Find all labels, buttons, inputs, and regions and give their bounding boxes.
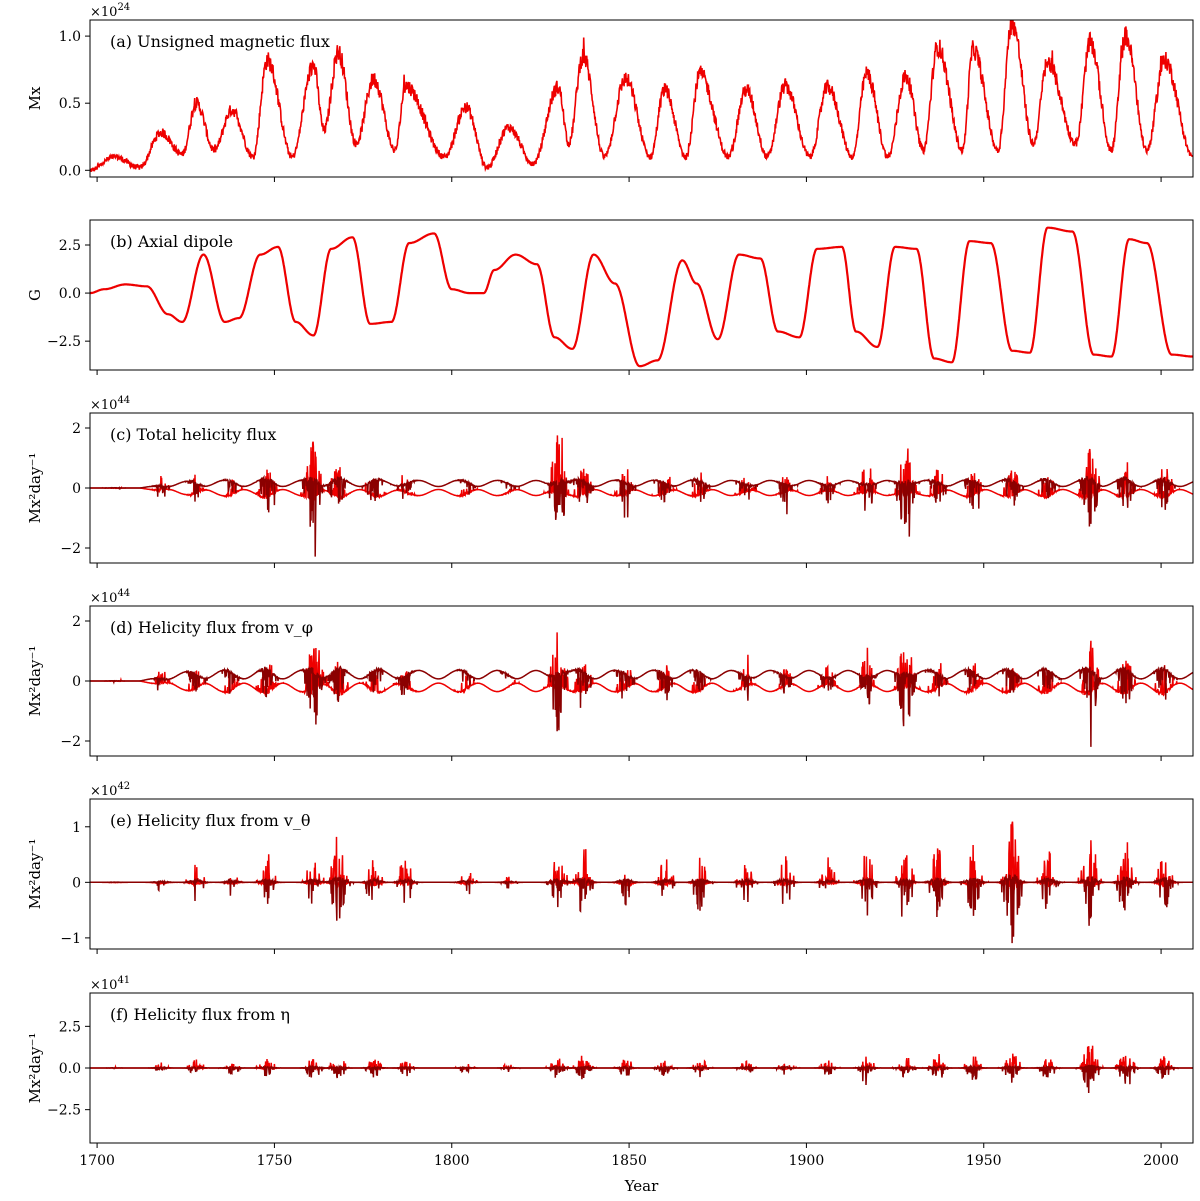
series-line-south-c (90, 474, 1193, 557)
panel-b: −2.5 0.0 2.5 (b) Axial dipole G (26, 219, 1194, 375)
x-tick-label: 1800 (434, 1153, 470, 1169)
multiplier-base: ×10 (90, 5, 117, 20)
axis-multiplier-f: ×1041 (90, 975, 130, 993)
y-axis-label-e: Mx²day⁻¹ (26, 839, 44, 910)
panel-title-f: (f) Helicity flux from η (110, 1005, 290, 1024)
panel-title-a: (a) Unsigned magnetic flux (110, 32, 330, 51)
y-tick-label-d: −2 (60, 734, 81, 750)
y-tick-label-b: 2.5 (59, 238, 81, 254)
y-tick-label-e: 1 (72, 820, 81, 836)
y-axis-label-d: Mx²day⁻¹ (26, 646, 44, 717)
series-line-south-f (90, 1063, 1193, 1094)
axis-multiplier-a: ×1024 (90, 2, 130, 20)
series-line-south-e (90, 874, 1193, 944)
series-line-north-d (90, 632, 1193, 697)
panel-f: −2.5 0.0 2.5 1700 1750 1800 1850 1900 1950 2000 ×1… (26, 975, 1194, 1169)
y-axis-label-b: G (26, 289, 44, 301)
y-tick-label-b: 0.0 (59, 286, 81, 302)
panel-c: −2 0 2 ×1044 (c) Total helicity flux Mx²day⁻¹ (26, 395, 1194, 568)
y-tick-label-a: 0.5 (59, 96, 81, 112)
y-tick-label-a: 0.0 (59, 163, 81, 179)
y-axis-label-f: Mx²day⁻¹ (26, 1033, 44, 1104)
plot-area-c (90, 435, 1193, 557)
multiplier-exponent: 42 (117, 781, 130, 792)
panel-e: −1 0 1 ×1042 (e) Helicity flux from v_θ Mx²da… (26, 781, 1194, 954)
axes-frame-a (89, 19, 1194, 178)
panel-d: −2 0 2 ×1044 (d) Helicity flux from v_φ Mx²da… (26, 588, 1194, 761)
series-line-north-c (90, 435, 1193, 502)
multiplier-exponent: 41 (117, 975, 130, 986)
series-line-b (90, 226, 1193, 368)
multiplier-base: ×10 (90, 978, 117, 993)
x-tick-label: 1850 (611, 1153, 647, 1169)
x-tick-label: 2000 (1143, 1153, 1179, 1169)
y-tick-label-c: −2 (60, 541, 81, 557)
x-tick-label: 1750 (257, 1153, 293, 1169)
multiplier-base: ×10 (90, 591, 117, 606)
y-tick-label-c: 2 (72, 421, 81, 437)
y-axis-label-c: Mx²day⁻¹ (26, 453, 44, 524)
y-tick-label-f: −2.5 (47, 1103, 81, 1119)
y-tick-label-b: −2.5 (47, 334, 81, 350)
series-line-a (90, 20, 1193, 173)
y-axis-label-a: Mx (26, 86, 44, 110)
multiplier-base: ×10 (90, 784, 117, 799)
y-tick-label-c: 0 (72, 481, 81, 497)
plot-area-d (90, 632, 1193, 747)
y-tick-label-d: 2 (72, 614, 81, 630)
x-tick-label: 1900 (789, 1153, 825, 1169)
x-axis-label: Year (624, 1177, 659, 1195)
y-tick-label-e: −1 (60, 931, 81, 947)
series-line-south-d (90, 664, 1193, 747)
x-tick-label: 1700 (79, 1153, 115, 1169)
multiplier-exponent: 44 (117, 395, 130, 406)
panel-title-e: (e) Helicity flux from v_θ (110, 811, 311, 830)
y-tick-label-f: 2.5 (59, 1019, 81, 1035)
panel-title-d: (d) Helicity flux from v_φ (110, 618, 313, 637)
axis-multiplier-e: ×1042 (90, 781, 130, 799)
series-line-north-e (90, 821, 1193, 891)
y-tick-label-a: 1.0 (59, 29, 81, 45)
axis-multiplier-d: ×1044 (90, 588, 130, 606)
plot-area-b (90, 226, 1193, 368)
axes-frame-e (89, 798, 1194, 950)
x-tick-label: 1950 (966, 1153, 1002, 1169)
y-tick-label-f: 0.0 (59, 1061, 81, 1077)
multiplier-exponent: 44 (117, 588, 130, 599)
panel-title-c: (c) Total helicity flux (110, 425, 276, 444)
multiplier-exponent: 24 (117, 2, 130, 13)
axis-multiplier-c: ×1044 (90, 395, 130, 413)
plot-area-f (90, 1045, 1193, 1094)
axes-frame-b (89, 219, 1194, 371)
panel-title-b: (b) Axial dipole (110, 232, 233, 251)
y-tick-label-e: 0 (72, 875, 81, 891)
plot-area-a (90, 20, 1193, 173)
plot-area-e (90, 821, 1193, 944)
multiplier-base: ×10 (90, 398, 117, 413)
panel-a: 0.0 0.5 1.0 ×1024 (a) Unsigned magnetic flux… (26, 2, 1194, 182)
y-tick-label-d: 0 (72, 674, 81, 690)
